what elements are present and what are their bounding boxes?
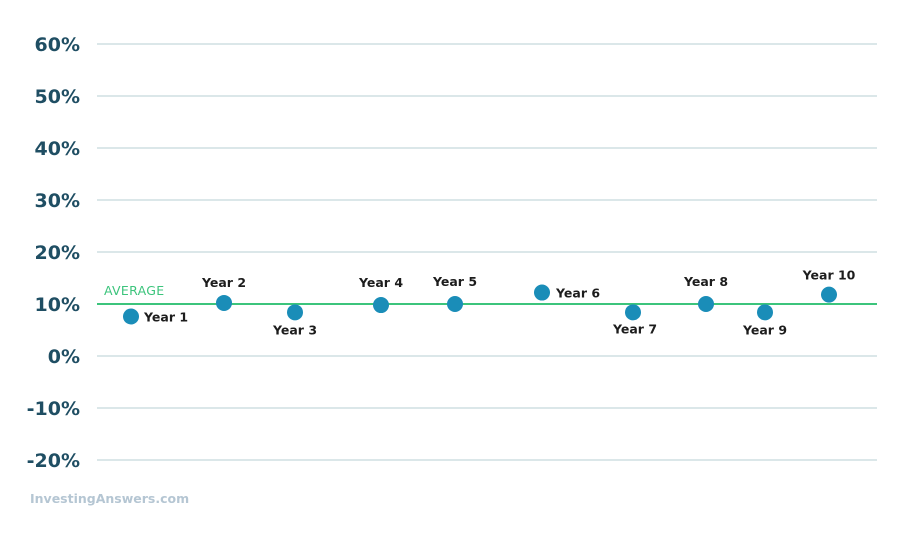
point-label: Year 1: [143, 309, 188, 324]
data-point: [287, 304, 303, 321]
average-label: AVERAGE: [104, 283, 164, 298]
point-label: Year 6: [555, 286, 600, 301]
gridlines: [97, 43, 877, 461]
data-point: [123, 308, 139, 325]
data-point: [757, 304, 773, 321]
point-label: Year 3: [272, 322, 317, 337]
point-label: Year 4: [358, 275, 403, 290]
y-tick-label: 60%: [35, 34, 80, 56]
y-tick-label: 0%: [48, 346, 80, 368]
data-point: [698, 296, 714, 312]
point-label: Year 5: [432, 274, 477, 289]
data-point: [821, 286, 837, 303]
y-tick-label: -10%: [27, 398, 80, 420]
data-point: [625, 304, 641, 321]
data-point: [447, 296, 463, 312]
y-tick-label: 50%: [35, 86, 80, 108]
point-label: Year 2: [201, 275, 246, 290]
y-axis-ticks: 60% 50% 40% 30% 20% 10% 0% -10% -20%: [27, 34, 80, 472]
data-point: [373, 297, 389, 314]
source-label: InvestingAnswers.com: [30, 491, 190, 506]
data-points: [123, 284, 837, 325]
data-point: [534, 284, 550, 301]
data-point: [216, 294, 232, 311]
y-tick-label: 10%: [35, 294, 80, 316]
point-labels: Year 1 Year 2 Year 3 Year 4 Year 5 Year 6 Year…: [143, 268, 856, 338]
y-tick-label: 40%: [35, 138, 80, 160]
point-label: Year 9: [742, 322, 787, 337]
y-tick-label: 30%: [35, 190, 80, 212]
point-label: Year 8: [683, 274, 728, 289]
y-tick-label: 20%: [35, 242, 80, 264]
point-label: Year 7: [612, 321, 657, 336]
point-label: Year 10: [802, 268, 856, 283]
y-tick-label: -20%: [27, 450, 80, 472]
